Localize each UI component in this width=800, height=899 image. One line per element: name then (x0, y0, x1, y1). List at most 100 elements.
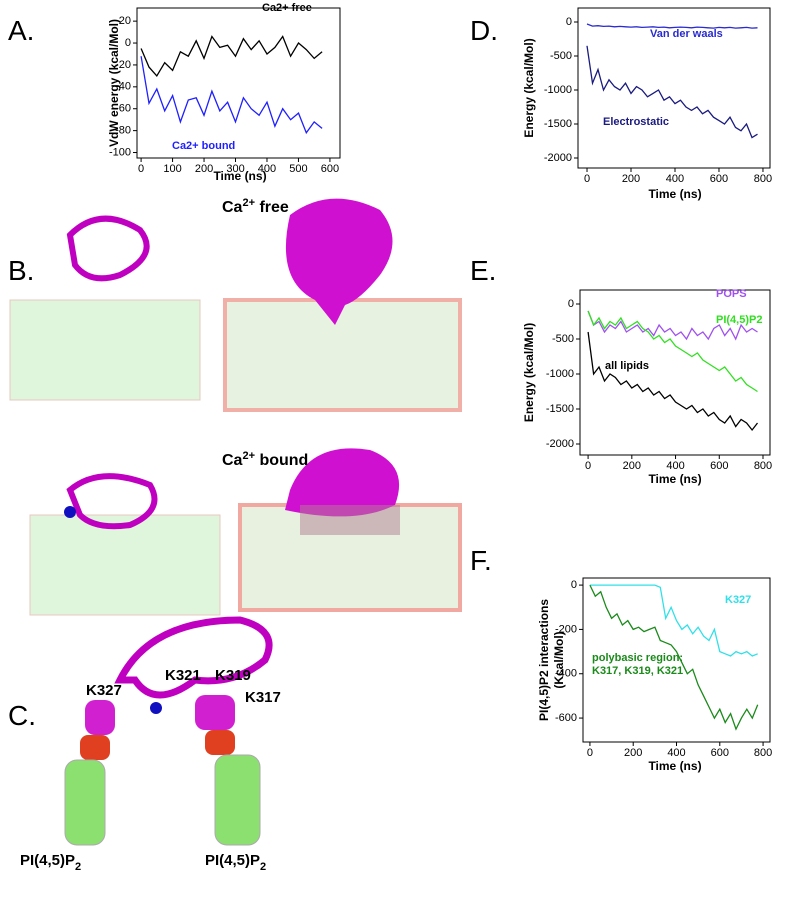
series-label-box: Ca2+ free (262, 2, 312, 14)
series-line (587, 310, 758, 393)
headgroup (80, 735, 110, 760)
x-axis-label: Time (ns) (213, 169, 266, 183)
subscript: 2 (75, 861, 81, 873)
x-tick-label: 0 (584, 173, 590, 185)
series-label-box: PI(4,5)P2 (716, 314, 763, 326)
protein-surface (285, 448, 400, 517)
y-tick-label: -600 (555, 712, 577, 724)
lipid-label: PI(4,5)P2 (20, 852, 81, 873)
x-tick-label: 600 (710, 460, 728, 472)
protein-surface (285, 198, 393, 325)
headgroup (205, 730, 235, 755)
series-label: K327 (725, 594, 752, 606)
residue-label: K319 (215, 667, 251, 684)
x-tick-label: 600 (711, 747, 729, 759)
y-tick-label: 0 (571, 579, 577, 591)
calcium (64, 506, 76, 518)
x-tick-label: 400 (258, 163, 276, 175)
text: free (255, 199, 289, 216)
series-line (589, 584, 758, 657)
text: PI(4,5)P (205, 852, 260, 869)
protein-ribbon (66, 473, 158, 530)
y-tick-label: -60 (115, 103, 131, 115)
x-tick-label: 800 (754, 747, 772, 759)
x-tick-label: 0 (587, 747, 593, 759)
y-tick-label: -80 (115, 125, 131, 137)
series-label-box: polybasic region: K317, K319, K321 (592, 652, 684, 677)
y-tick-label: -1000 (546, 368, 574, 380)
text: PI(4,5)P (20, 852, 75, 869)
y-tick-label: 0 (125, 37, 131, 49)
text: bound (255, 452, 308, 469)
series-label: Ca2+ free (262, 2, 312, 14)
y-tick-label: 0 (566, 16, 572, 28)
membrane-insertion (300, 505, 400, 535)
calcium (150, 702, 162, 714)
x-tick-label: 400 (666, 173, 684, 185)
series-line (586, 45, 758, 139)
condition-label: Ca2+ free (222, 197, 289, 216)
y-axis-label: Energy (kcal/Mol) (522, 38, 536, 137)
panel-label: E. (470, 255, 496, 286)
y-axis-label: (Kcal/Mol) (552, 631, 566, 688)
x-tick-label: 100 (163, 163, 181, 175)
membrane (9, 299, 201, 401)
y-tick-label: -100 (109, 146, 131, 158)
y-axis-label: VdW energy (kcal/Mol) (107, 19, 121, 147)
x-axis-label: Time (ns) (648, 759, 701, 773)
y-tick-label: -400 (555, 668, 577, 680)
residue-label: K327 (86, 682, 122, 699)
superscript: 2+ (242, 197, 255, 209)
series-label-box: K327 (725, 594, 752, 606)
lipid-tails (214, 754, 261, 846)
series-line (587, 331, 759, 432)
protein-ribbon (66, 215, 150, 282)
residue-sphere (195, 695, 235, 730)
x-tick-label: 600 (321, 163, 339, 175)
series-line (140, 56, 323, 135)
y-tick-label: 20 (119, 15, 131, 27)
lipid-label: PI(4,5)P2 (205, 852, 266, 873)
text: Ca (222, 452, 243, 469)
structures (9, 198, 462, 846)
plot-frame (136, 7, 341, 159)
series-line (587, 310, 758, 341)
series-label-box: Electrostatic (603, 116, 670, 128)
series-label: PI(4,5)P2 (716, 314, 763, 326)
series-line (586, 23, 758, 29)
y-tick-label: -2000 (546, 438, 574, 450)
series-line (140, 35, 323, 77)
y-tick-label: 0 (568, 298, 574, 310)
protein-ribbon (114, 616, 273, 699)
y-axis-label: Energy (kcal/Mol) (522, 323, 536, 422)
residue-label: K321 (165, 667, 201, 684)
y-tick-label: -500 (552, 333, 574, 345)
x-tick-label: 800 (754, 460, 772, 472)
plot-frame (577, 7, 771, 169)
text: Ca (222, 199, 243, 216)
series-label: Van der waals (650, 28, 723, 40)
x-tick-label: 400 (666, 460, 684, 472)
residue-sphere (85, 700, 115, 735)
series-line (589, 584, 759, 731)
subscript: 2 (260, 861, 266, 873)
series-label: Electrostatic (603, 116, 670, 128)
x-tick-label: 200 (624, 747, 642, 759)
series-label: polybasic region: K317, K319, K321 (592, 652, 684, 677)
panel-label: B. (8, 255, 34, 286)
membrane (29, 514, 221, 616)
x-tick-label: 500 (289, 163, 307, 175)
x-tick-label: 0 (585, 460, 591, 472)
x-tick-label: 800 (754, 173, 772, 185)
series-label-box: all lipids (605, 360, 649, 372)
condition-label: Ca2+ bound (222, 450, 308, 469)
y-axis-label: PI(4,5)P2 interactions (537, 599, 551, 721)
series-label-box: Van der waals (650, 28, 723, 40)
membrane (223, 298, 462, 412)
lipid-tails (64, 759, 106, 846)
panel-label: D. (470, 15, 498, 46)
x-tick-label: 200 (195, 163, 213, 175)
y-tick-label: -1000 (544, 84, 572, 96)
y-tick-label: -2000 (544, 152, 572, 164)
